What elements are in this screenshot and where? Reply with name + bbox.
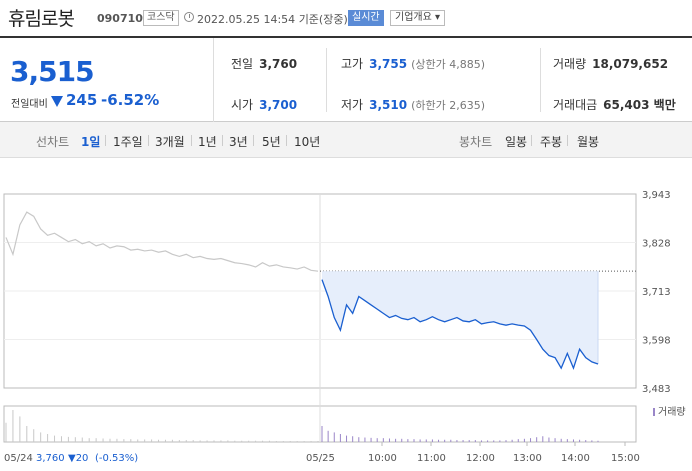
period-10y[interactable]: 10년 <box>294 135 321 149</box>
previous-day-close: 3,760 <box>36 453 65 464</box>
divider <box>326 48 327 112</box>
volume-axis-label: 거래량 <box>658 406 686 418</box>
divider <box>286 135 287 146</box>
intraday-chart[interactable]: 3,943 3,828 3,713 3,598 3,483 거래량 05/24 05/25 1… <box>0 178 692 471</box>
low-cell: 저가 3,510 (하한가 2,635) <box>341 98 485 112</box>
clock-icon <box>184 12 194 22</box>
stock-header: 휴림로봇 090710 코스닥 2022.05.25 14:54 기준(장중) … <box>0 0 692 36</box>
chevron-down-icon: ▾ <box>435 12 441 23</box>
x-tick-label: 05/25 <box>306 453 335 464</box>
divider <box>148 135 149 146</box>
stock-name: 휴림로봇 <box>8 8 75 30</box>
change-label: 전일대비 <box>11 99 48 110</box>
chart-canvas[interactable]: 3,943 3,828 3,713 3,598 3,483 거래량 05/24 05/25 1… <box>0 178 692 471</box>
timestamp: 2022.05.25 14:54 기준(장중) <box>197 13 348 26</box>
x-tick-label: 10:00 <box>368 453 397 464</box>
current-price: 3,515 <box>10 55 95 88</box>
y-tick-label: 3,713 <box>642 287 671 298</box>
amount-cell: 거래대금 65,403 백만 <box>553 98 676 112</box>
x-tick-label: 13:00 <box>513 453 542 464</box>
stock-code: 090710 <box>97 12 143 25</box>
down-triangle-icon <box>51 96 63 107</box>
candle-chart-label: 봉차트 <box>459 135 493 149</box>
divider <box>567 135 568 146</box>
open-value: 3,700 <box>259 98 298 112</box>
period-3m[interactable]: 3개월 <box>155 135 185 149</box>
period-1y[interactable]: 1년 <box>198 135 217 149</box>
divider <box>105 135 106 146</box>
volume-value: 18,079,652 <box>592 57 669 71</box>
realtime-button[interactable]: 실시간 <box>348 10 384 26</box>
volume-cell: 거래량 18,079,652 <box>553 57 669 71</box>
x-tick-label: 05/24 <box>4 453 33 464</box>
previous-day-rate: (-0.53%) <box>95 453 138 464</box>
divider <box>222 135 223 146</box>
lower-limit: (하한가 2,635) <box>411 99 485 112</box>
x-tick-label: 12:00 <box>466 453 495 464</box>
volume-legend-swatch <box>653 408 655 416</box>
divider <box>253 135 254 146</box>
high-value: 3,755 <box>369 57 408 71</box>
prev-close-value: 3,760 <box>259 57 298 71</box>
y-tick-label: 3,598 <box>642 336 671 347</box>
amount-value: 65,403 백만 <box>603 98 676 112</box>
current-price-panel: 3,515 전일대비 245 -6.52% <box>0 38 214 122</box>
candle-weekly[interactable]: 주봉 <box>540 135 563 149</box>
change-rate: -6.52% <box>101 91 160 109</box>
x-tick-label: 15:00 <box>611 453 640 464</box>
today-price-line <box>321 279 599 371</box>
divider <box>540 48 541 112</box>
prev-close-cell: 전일 3,760 <box>231 57 298 71</box>
candle-monthly[interactable]: 월봉 <box>577 135 600 149</box>
x-tick-label: 14:00 <box>561 453 590 464</box>
y-tick-label: 3,943 <box>642 190 671 201</box>
period-5y[interactable]: 5년 <box>262 135 281 149</box>
price-summary: 3,515 전일대비 245 -6.52% 전일 3,760 고가 3,755 (상한… <box>0 36 692 122</box>
market-badge: 코스닥 <box>143 10 179 26</box>
upper-limit: (상한가 4,885) <box>411 58 485 71</box>
candle-daily[interactable]: 일봉 <box>505 135 528 149</box>
open-cell: 시가 3,700 <box>231 98 298 112</box>
today-area-fill <box>322 271 598 369</box>
chart-period-bar: 선차트 1일 1주일 3개월 1년 3년 5년 10년 봉차트 일봉 주봉 월봉 <box>0 122 692 158</box>
previous-day-line <box>5 211 319 272</box>
period-3y[interactable]: 3년 <box>229 135 248 149</box>
low-value: 3,510 <box>369 98 408 112</box>
x-tick-label: 11:00 <box>417 453 446 464</box>
divider <box>191 135 192 146</box>
high-cell: 고가 3,755 (상한가 4,885) <box>341 57 485 71</box>
divider <box>531 135 532 146</box>
period-1w[interactable]: 1주일 <box>113 135 143 149</box>
price-change: 245 <box>66 91 98 109</box>
company-info-dropdown[interactable]: 기업개요 ▾ <box>390 10 446 26</box>
y-tick-label: 3,483 <box>642 384 671 395</box>
line-chart-label: 선차트 <box>36 135 70 149</box>
y-tick-label: 3,828 <box>642 239 671 250</box>
period-1d[interactable]: 1일 <box>81 135 101 149</box>
previous-day-change: ▼20 <box>68 453 88 464</box>
